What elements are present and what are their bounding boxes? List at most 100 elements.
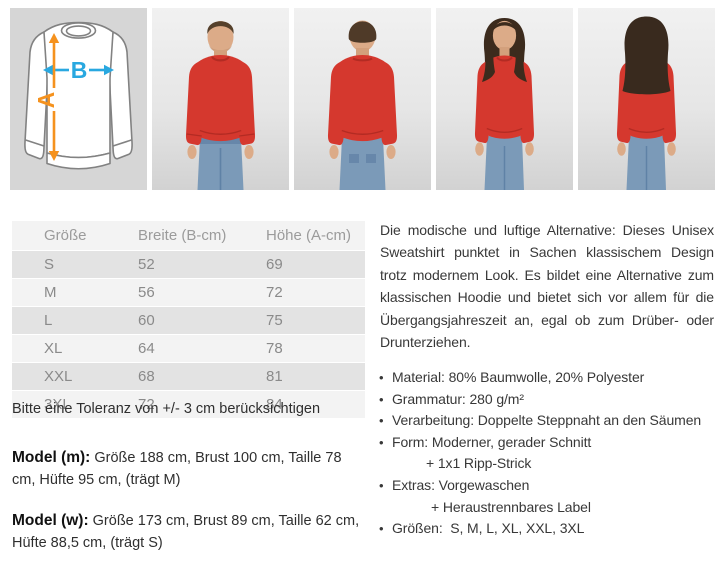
- bullet-icon: •: [379, 391, 384, 407]
- hoehe-cell: 84: [265, 390, 365, 419]
- height-arrow-icon: [48, 33, 60, 161]
- person-sweatshirt: [327, 55, 398, 146]
- height-label: A: [33, 92, 59, 109]
- breite-cell: 68: [137, 362, 265, 391]
- bullet-icon: •: [379, 413, 384, 429]
- person-sweatshirt: [185, 55, 256, 146]
- collar-seam: [496, 56, 513, 62]
- feature-material: Material: 80% Baumwolle, 20% Polyester: [392, 369, 645, 385]
- hem-seam: [486, 127, 523, 133]
- man-back-graphic: [327, 20, 398, 190]
- person-hand: [667, 142, 676, 156]
- col-header-groesse: Größe: [12, 221, 137, 251]
- breite-cell: 64: [137, 334, 265, 363]
- size-cell: L: [12, 306, 137, 335]
- photo-woman-front: [436, 8, 573, 190]
- bullet-icon: •: [379, 370, 384, 385]
- feature-form: Form: Moderner, gerader Schnitt: [392, 433, 592, 450]
- size-table: Größe Breite (B-cm) Höhe (A-cm) S 52 69 …: [12, 221, 365, 419]
- person-neck: [499, 47, 510, 56]
- description-paragraph: Die modische und luftige Alternative: Di…: [380, 222, 714, 351]
- width-label: B: [71, 57, 88, 83]
- breite-cell: 52: [137, 250, 265, 279]
- model-m-label: Model (m):: [12, 449, 91, 466]
- breite-cell: 60: [137, 306, 265, 335]
- person-hair: [348, 21, 377, 43]
- person-head: [492, 20, 517, 51]
- size-cell: XL: [12, 334, 137, 363]
- person-hand: [475, 142, 484, 156]
- person-neck: [356, 48, 369, 59]
- hoehe-cell: 78: [265, 334, 365, 363]
- person-hair: [622, 16, 671, 95]
- width-arrow-icon: [43, 64, 114, 76]
- list-item-continuation: + 1x1 Ripp-Strick: [378, 453, 718, 475]
- list-item: • Grammatur: 280 g/m²: [378, 389, 718, 411]
- size-cell: XXL: [12, 362, 137, 391]
- bullet-icon: •: [379, 434, 384, 450]
- feature-verarbeitung: Verarbeitung: Doppelte Steppnaht an den …: [392, 412, 702, 429]
- feature-extras: Extras: Vorgewaschen: [392, 476, 530, 493]
- feature-form-extra: + 1x1 Ripp-Strick: [426, 455, 532, 472]
- photo-woman-back: [578, 8, 715, 190]
- feature-extras-extra: + Heraustrennbares Label: [431, 498, 591, 515]
- col-header-breite: Breite (B-cm): [137, 221, 265, 251]
- person-hair: [207, 21, 234, 34]
- hoehe-cell: 69: [265, 250, 365, 279]
- size-diagram: B A: [10, 8, 147, 190]
- breite-cell: 56: [137, 278, 265, 307]
- list-item: • Material: 80% Baumwolle, 20% Polyester: [378, 367, 718, 389]
- feature-grammatur: Grammatur: 280 g/m²: [392, 390, 524, 407]
- col-header-hoehe: Höhe (A-cm): [265, 221, 365, 251]
- woman-front-graphic: [474, 18, 535, 190]
- list-item: • Größen: S, M, L, XL, XXL, 3XL: [378, 518, 718, 540]
- collar-seam: [211, 56, 230, 62]
- feature-list: • Material: 80% Baumwolle, 20% Polyester…: [378, 367, 718, 540]
- person-hand: [329, 145, 339, 159]
- size-table-header-row: Größe Breite (B-cm) Höhe (A-cm): [12, 221, 365, 251]
- model-w-text: Größe 173 cm, Brust 89 cm, Taille 62 cm,…: [12, 513, 360, 551]
- list-item-continuation: + Heraustrennbares Label: [378, 497, 718, 519]
- hoehe-cell: 75: [265, 306, 365, 335]
- size-cell: 3XL: [12, 390, 137, 419]
- person-neck: [214, 50, 227, 59]
- table-row: 3XL 72 84: [12, 390, 365, 419]
- person-jeans: [339, 137, 386, 190]
- hem-seam: [199, 129, 242, 135]
- hair-strand: [482, 52, 495, 82]
- list-item: • Form: Moderner, gerader Schnitt: [378, 432, 718, 454]
- hair-strand: [514, 52, 527, 82]
- hem-seam: [341, 129, 384, 135]
- photo-man-front: [152, 8, 289, 190]
- person-hand: [617, 142, 626, 156]
- photo-man-back: [294, 8, 431, 190]
- hoehe-cell: 72: [265, 278, 365, 307]
- cuff-seams: [186, 133, 255, 137]
- man-front-graphic: [185, 21, 256, 190]
- breite-cell: 72: [137, 390, 265, 419]
- table-row: L 60 75: [12, 306, 365, 335]
- hair-fringe: [493, 22, 516, 30]
- woman-back-graphic: [616, 16, 677, 190]
- hoehe-cell: 81: [265, 362, 365, 391]
- person-head: [207, 21, 234, 53]
- model-w-label: Model (w):: [12, 512, 89, 529]
- feature-groessen: Größen: S, M, L, XL, XXL, 3XL: [392, 520, 585, 537]
- product-gallery: B A: [10, 8, 715, 190]
- table-row: XL 64 78: [12, 334, 365, 363]
- person-sweatshirt: [474, 55, 535, 144]
- model-w-info: Model (w): Größe 173 cm, Brust 89 cm, Ta…: [12, 510, 368, 554]
- person-hand: [187, 145, 197, 159]
- list-item: • Extras: Vorgewaschen: [378, 475, 718, 497]
- jeans-pocket: [366, 154, 376, 163]
- collar-seam: [352, 57, 373, 62]
- person-hand: [525, 142, 534, 156]
- person-hand: [244, 145, 254, 159]
- sweatshirt-measure-diagram-graphic: B A: [24, 21, 133, 170]
- size-cell: S: [12, 250, 137, 279]
- person-hand: [386, 145, 396, 159]
- bullet-icon: •: [379, 521, 384, 537]
- tolerance-note: Bitte eine Toleranz von +/- 3 cm berücks…: [12, 401, 321, 417]
- table-row: M 56 72: [12, 278, 365, 307]
